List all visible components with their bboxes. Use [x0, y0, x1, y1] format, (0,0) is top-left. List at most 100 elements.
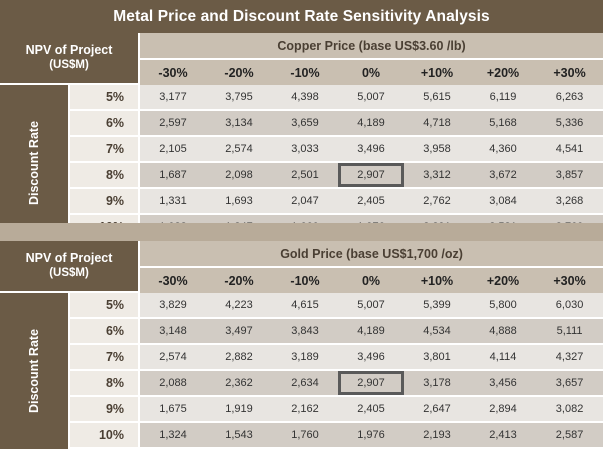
npv-cell: 1,760 [272, 423, 339, 449]
npv-cell: 2,088 [140, 371, 207, 397]
npv-cell: 4,189 [338, 319, 405, 345]
pct-header: 0% [338, 58, 405, 85]
pct-header: -10% [272, 266, 339, 293]
pct-header: 0% [338, 266, 405, 293]
pct-header: +30% [536, 266, 603, 293]
npv-cell: 3,496 [338, 137, 405, 163]
npv-cell: 3,033 [272, 137, 339, 163]
npv-cell: 2,501 [272, 163, 339, 189]
npv-cell: 3,497 [206, 319, 273, 345]
npv-cell: 1,976 [338, 423, 405, 449]
npv-cell: 1,675 [140, 397, 207, 423]
npv-cell: 3,657 [536, 371, 603, 397]
npv-cell: 3,801 [404, 345, 471, 371]
discount-rate-label: Discount Rate [27, 328, 41, 414]
discount-rate-value: 9% [70, 397, 141, 423]
discount-rate-axis: Discount Rate [0, 85, 70, 241]
npv-header: NPV of Project (US$M) [0, 241, 141, 293]
npv-cell: 2,413 [470, 423, 537, 449]
table-row: 9% 1,675 1,919 2,162 2,405 2,647 2,894 3,082 [0, 397, 603, 423]
npv-header: NPV of Project (US$M) [0, 33, 141, 85]
npv-cell: 4,718 [404, 111, 471, 137]
npv-cell: 4,327 [536, 345, 603, 371]
npv-cell: 2,362 [206, 371, 273, 397]
copper-sensitivity-table: NPV of Project (US$M) Copper Price (base… [0, 33, 603, 241]
npv-header-title: NPV of Project [25, 251, 113, 265]
npv-cell: 3,148 [140, 319, 207, 345]
discount-rate-value: 5% [70, 85, 141, 111]
npv-cell: 2,574 [140, 345, 207, 371]
npv-cell: 5,111 [536, 319, 603, 345]
npv-cell: 2,405 [338, 397, 405, 423]
npv-cell: 5,007 [338, 293, 405, 319]
npv-cell: 2,882 [206, 345, 273, 371]
npv-cell: 4,534 [404, 319, 471, 345]
npv-cell: 3,843 [272, 319, 339, 345]
npv-cell: 6,263 [536, 85, 603, 111]
npv-cell: 2,634 [272, 371, 339, 397]
npv-cell: 1,331 [140, 189, 207, 215]
npv-cell: 6,119 [470, 85, 537, 111]
npv-cell: 3,456 [470, 371, 537, 397]
npv-cell: 3,178 [404, 371, 471, 397]
discount-rate-value: 7% [70, 345, 141, 371]
npv-cell: 2,597 [140, 111, 207, 137]
npv-cell: 3,958 [404, 137, 471, 163]
npv-cell: 3,857 [536, 163, 603, 189]
base-case-cell: 2,907 [338, 163, 405, 189]
table-row: Discount Rate 5% 3,177 3,795 4,398 5,007 5,615… [0, 85, 603, 241]
pct-header: -20% [206, 266, 273, 293]
gold-rows: Discount Rate 5% 3,829 4,223 4,615 5,007 5,399… [0, 293, 603, 449]
npv-cell: 3,084 [470, 189, 537, 215]
pct-header: +20% [470, 266, 537, 293]
table-row: 8% 2,088 2,362 2,634 2,907 3,178 3,456 3,657 [0, 371, 603, 397]
copper-rows: Discount Rate 5% 3,177 3,795 4,398 5,007 5,615… [0, 85, 603, 241]
npv-header-unit: (US$M) [49, 267, 89, 279]
npv-cell: 2,405 [338, 189, 405, 215]
table-separator [0, 223, 603, 241]
npv-header-title: NPV of Project [25, 43, 113, 57]
gold-price-header: Gold Price (base US$1,700 /oz) [140, 241, 603, 266]
npv-cell: 5,615 [404, 85, 471, 111]
pct-header: -10% [272, 58, 339, 85]
discount-rate-value: 6% [70, 319, 141, 345]
table-row: 6% 3,148 3,497 3,843 4,189 4,534 4,888 5,111 [0, 319, 603, 345]
pct-header: -30% [140, 266, 207, 293]
npv-cell: 4,398 [272, 85, 339, 111]
discount-rate-value: 5% [70, 293, 141, 319]
npv-cell: 4,189 [338, 111, 405, 137]
npv-cell: 2,098 [206, 163, 273, 189]
npv-cell: 3,082 [536, 397, 603, 423]
base-case-cell: 2,907 [338, 371, 405, 397]
npv-cell: 2,762 [404, 189, 471, 215]
table-row: 7% 2,105 2,574 3,033 3,496 3,958 4,360 4,541 [0, 137, 603, 163]
npv-cell: 4,888 [470, 319, 537, 345]
npv-cell: 3,134 [206, 111, 273, 137]
npv-cell: 4,615 [272, 293, 339, 319]
npv-cell: 4,114 [470, 345, 537, 371]
npv-cell: 3,268 [536, 189, 603, 215]
npv-cell: 1,693 [206, 189, 273, 215]
discount-rate-value: 6% [70, 111, 141, 137]
npv-cell: 2,193 [404, 423, 471, 449]
pct-header: +20% [470, 58, 537, 85]
discount-rate-label: Discount Rate [27, 120, 41, 206]
npv-cell: 4,223 [206, 293, 273, 319]
pct-header: +30% [536, 58, 603, 85]
gold-sensitivity-table: NPV of Project (US$M) Gold Price (base U… [0, 241, 603, 449]
npv-cell: 1,543 [206, 423, 273, 449]
npv-cell: 5,168 [470, 111, 537, 137]
discount-rate-axis: Discount Rate [0, 293, 70, 449]
pct-header: -20% [206, 58, 273, 85]
table-row: 10% 1,324 1,543 1,760 1,976 2,193 2,413 2,587 [0, 423, 603, 449]
table-row: 9% 1,331 1,693 2,047 2,405 2,762 3,084 3,268 [0, 189, 603, 215]
npv-header-unit: (US$M) [49, 59, 89, 71]
npv-cell: 5,800 [470, 293, 537, 319]
npv-cell: 3,312 [404, 163, 471, 189]
npv-cell: 3,795 [206, 85, 273, 111]
npv-cell: 5,007 [338, 85, 405, 111]
table-row: 7% 2,574 2,882 3,189 3,496 3,801 4,114 4,327 [0, 345, 603, 371]
pct-header: +10% [404, 266, 471, 293]
npv-cell: 6,030 [536, 293, 603, 319]
